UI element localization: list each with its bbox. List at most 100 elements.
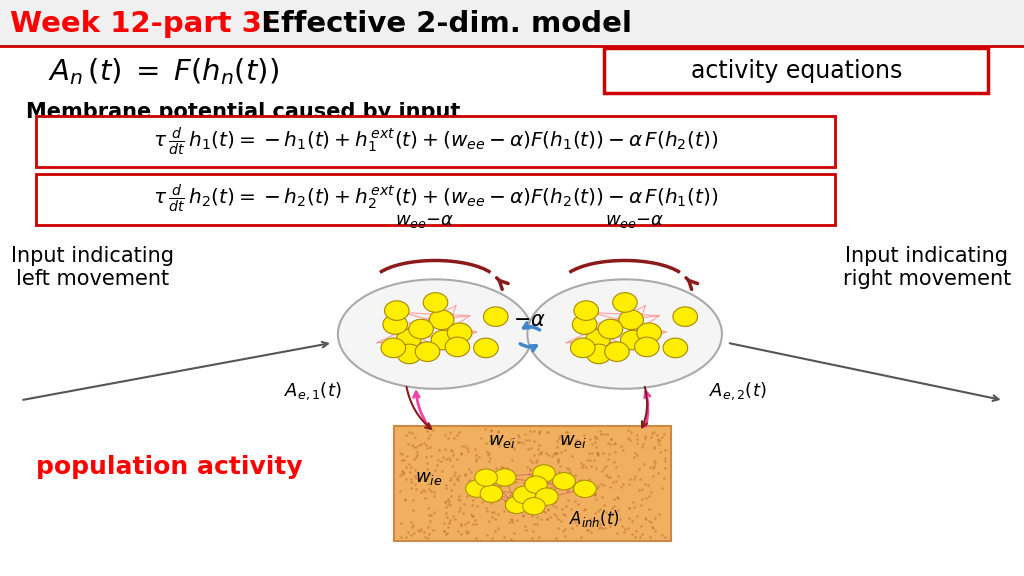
Point — [444, 446, 461, 455]
Point — [468, 450, 484, 460]
Point — [550, 514, 566, 524]
Point — [573, 491, 590, 501]
Point — [436, 498, 453, 507]
Point — [458, 526, 474, 536]
Point — [503, 468, 519, 478]
Point — [510, 438, 526, 447]
Point — [450, 430, 466, 439]
Point — [587, 489, 603, 498]
Point — [547, 482, 563, 491]
Point — [489, 495, 506, 505]
Point — [622, 504, 638, 513]
Point — [530, 427, 547, 437]
Point — [419, 465, 435, 474]
Point — [605, 478, 622, 487]
Point — [421, 510, 437, 520]
Point — [410, 451, 426, 460]
Ellipse shape — [637, 323, 662, 343]
Point — [560, 479, 577, 488]
Point — [482, 427, 499, 436]
Point — [517, 489, 534, 498]
Point — [493, 462, 509, 471]
Point — [542, 492, 558, 502]
Point — [525, 450, 542, 460]
Point — [591, 523, 607, 532]
Point — [502, 491, 518, 500]
Ellipse shape — [532, 465, 555, 482]
Point — [479, 450, 496, 459]
Point — [596, 501, 612, 510]
Point — [629, 439, 645, 448]
Point — [400, 528, 417, 537]
FancyBboxPatch shape — [604, 48, 988, 93]
Point — [539, 499, 555, 509]
Point — [465, 520, 481, 529]
Point — [609, 472, 626, 481]
Point — [646, 461, 663, 471]
Point — [560, 495, 577, 505]
Point — [621, 479, 637, 488]
Ellipse shape — [475, 469, 498, 486]
Point — [621, 513, 637, 522]
Text: $w_{ei}$: $w_{ei}$ — [487, 432, 516, 450]
Point — [461, 475, 477, 484]
Point — [423, 451, 439, 460]
Point — [593, 429, 609, 438]
Point — [551, 468, 567, 477]
Point — [458, 520, 474, 529]
Point — [396, 495, 413, 505]
Point — [409, 473, 425, 483]
Point — [396, 455, 413, 464]
Text: $-\alpha$: $-\alpha$ — [513, 310, 547, 329]
Point — [529, 445, 546, 454]
Text: activity equations: activity equations — [691, 59, 902, 83]
Point — [478, 506, 495, 516]
Point — [453, 530, 469, 539]
Ellipse shape — [466, 480, 488, 497]
Point — [625, 517, 641, 526]
Point — [397, 463, 414, 472]
Point — [402, 463, 419, 472]
Ellipse shape — [673, 307, 697, 327]
Point — [441, 427, 458, 436]
Point — [393, 467, 410, 476]
Point — [394, 455, 411, 464]
Point — [549, 448, 565, 457]
Point — [528, 513, 545, 522]
Point — [585, 517, 601, 526]
Point — [646, 457, 663, 466]
Point — [600, 454, 616, 463]
Point — [442, 456, 459, 465]
Point — [562, 467, 579, 476]
Point — [656, 473, 673, 482]
Point — [409, 448, 425, 457]
Point — [567, 497, 584, 506]
Point — [451, 526, 467, 536]
Point — [650, 435, 667, 444]
Point — [444, 511, 461, 521]
Ellipse shape — [587, 344, 611, 363]
Point — [506, 528, 522, 537]
Point — [465, 496, 481, 505]
Text: Week 12-part 3:: Week 12-part 3: — [10, 10, 273, 38]
Point — [403, 484, 420, 493]
Point — [501, 517, 517, 526]
Point — [409, 453, 425, 462]
Point — [644, 522, 660, 532]
Point — [417, 494, 433, 503]
Point — [440, 500, 457, 509]
FancyBboxPatch shape — [36, 174, 835, 225]
Point — [455, 509, 471, 518]
Point — [395, 468, 412, 478]
Point — [459, 444, 475, 453]
Point — [535, 477, 551, 486]
Point — [540, 506, 556, 515]
Point — [402, 474, 419, 483]
Point — [572, 459, 589, 468]
Point — [602, 482, 618, 491]
Point — [569, 436, 586, 445]
Point — [531, 485, 548, 494]
Point — [524, 509, 541, 518]
Point — [521, 456, 538, 465]
Point — [489, 428, 506, 437]
